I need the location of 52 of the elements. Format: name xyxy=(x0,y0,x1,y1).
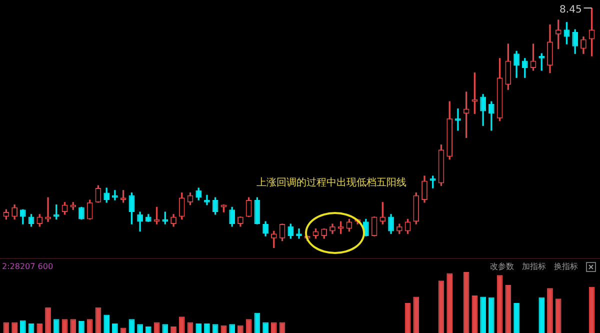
annotation: 8.45 xyxy=(560,4,582,16)
bar xyxy=(70,319,76,333)
text: 2:28207 600 xyxy=(2,262,54,271)
bar xyxy=(53,319,60,333)
bar xyxy=(12,322,18,333)
bar xyxy=(505,285,512,333)
bar xyxy=(480,296,486,333)
bar xyxy=(187,322,194,333)
bar xyxy=(78,320,84,333)
bar xyxy=(229,324,235,333)
bar xyxy=(547,288,553,333)
bar xyxy=(438,280,444,333)
bar xyxy=(212,324,218,333)
candlestick xyxy=(112,190,118,200)
bar xyxy=(86,319,93,333)
bar xyxy=(446,273,453,333)
bar xyxy=(137,324,143,333)
bar xyxy=(538,297,545,333)
bar xyxy=(178,316,185,333)
bar xyxy=(162,324,168,333)
bar xyxy=(196,323,202,333)
bar xyxy=(404,303,411,333)
bar xyxy=(62,319,68,333)
annotation: 上涨回调的过程中出现低档五阳线 xyxy=(256,176,407,189)
text: 换指标 xyxy=(554,261,578,272)
bar xyxy=(45,307,51,333)
bar xyxy=(270,322,277,333)
bar xyxy=(254,312,260,333)
bar xyxy=(246,319,252,333)
bar xyxy=(262,322,268,333)
bar xyxy=(3,322,10,333)
text: 加指标 xyxy=(522,261,546,272)
bar xyxy=(588,286,595,333)
bar xyxy=(413,296,420,333)
bar xyxy=(36,323,43,333)
bar xyxy=(154,322,160,333)
bar xyxy=(488,297,494,333)
bar xyxy=(496,275,503,333)
bar xyxy=(463,272,470,333)
candlestick xyxy=(455,108,461,131)
bar xyxy=(28,323,34,333)
bar xyxy=(279,322,286,333)
bar xyxy=(128,319,135,333)
bar xyxy=(204,323,210,333)
bar xyxy=(20,320,26,333)
bar xyxy=(514,303,520,333)
bar xyxy=(472,296,478,333)
bar xyxy=(555,298,562,333)
bar xyxy=(104,314,110,333)
bar xyxy=(112,323,118,333)
text: 改参数 xyxy=(490,261,514,272)
bar xyxy=(95,307,102,333)
